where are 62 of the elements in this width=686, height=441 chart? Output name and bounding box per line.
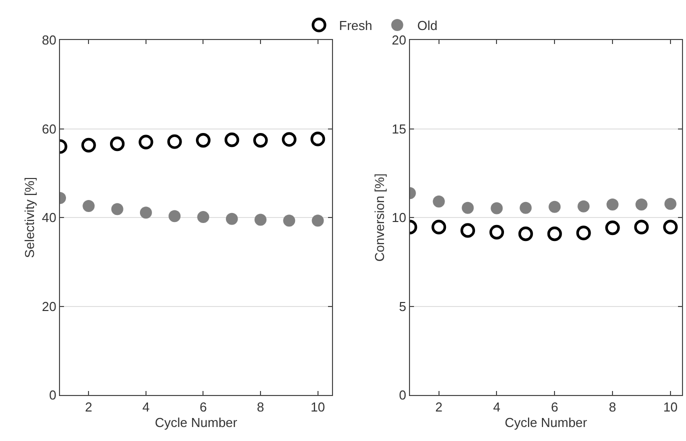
y-tick-label: 20: [392, 32, 406, 48]
point: [312, 214, 324, 227]
x-tick-label: 10: [663, 400, 678, 415]
point: [81, 138, 96, 152]
y-axis-title: Selectivity [%]: [22, 177, 37, 258]
point: [460, 223, 476, 238]
point: [576, 226, 591, 240]
point: [634, 220, 649, 234]
y-tick-label: 20: [42, 298, 56, 314]
point: [196, 132, 211, 148]
y-tick-label: 60: [42, 121, 56, 136]
point: [282, 132, 296, 147]
point: [110, 136, 125, 152]
y-axis-title: Conversion [%]: [372, 173, 387, 262]
point: [663, 220, 678, 234]
point: [548, 200, 561, 213]
point: [254, 214, 267, 226]
point: [432, 196, 445, 208]
point: [226, 212, 238, 225]
point: [578, 200, 590, 212]
point: [140, 206, 152, 219]
point: [197, 211, 210, 224]
point: [111, 203, 124, 216]
point: [605, 220, 620, 236]
y-tick-label: 10: [392, 210, 406, 226]
point: [82, 200, 95, 212]
point: [167, 134, 182, 149]
x-axis-title: Cycle Number: [504, 415, 588, 430]
x-axis-title: Cycle Number: [154, 415, 238, 430]
point: [490, 202, 503, 214]
point: [518, 226, 533, 242]
point: [606, 198, 619, 211]
legend-label: Fresh: [339, 18, 372, 34]
y-tick-label: 15: [392, 121, 406, 136]
point: [138, 134, 154, 150]
x-tick-label: 2: [435, 400, 442, 415]
y-tick-label: 40: [42, 210, 56, 226]
x-tick-label: 4: [493, 400, 500, 415]
point: [253, 132, 268, 148]
point: [664, 198, 676, 210]
x-tick-label: 10: [310, 400, 326, 415]
point: [462, 202, 474, 214]
x-tick-label: 4: [142, 400, 150, 415]
legend-label: Old: [417, 18, 438, 34]
point: [489, 224, 504, 240]
x-tick-label: 8: [608, 400, 616, 415]
point: [283, 214, 296, 227]
point: [168, 210, 181, 222]
y-tick-label: 5: [399, 298, 406, 314]
x-tick-label: 6: [551, 400, 558, 415]
point: [635, 198, 648, 211]
y-tick-label: 0: [49, 388, 56, 403]
y-tick-label: 80: [42, 32, 56, 48]
x-tick-label: 6: [200, 400, 207, 415]
x-tick-label: 8: [256, 400, 264, 415]
point: [432, 220, 446, 234]
point: [224, 132, 240, 148]
point: [547, 226, 562, 242]
y-tick-label: 0: [399, 388, 406, 403]
x-tick-label: 2: [85, 400, 92, 415]
point: [520, 202, 532, 214]
point: [310, 132, 326, 146]
